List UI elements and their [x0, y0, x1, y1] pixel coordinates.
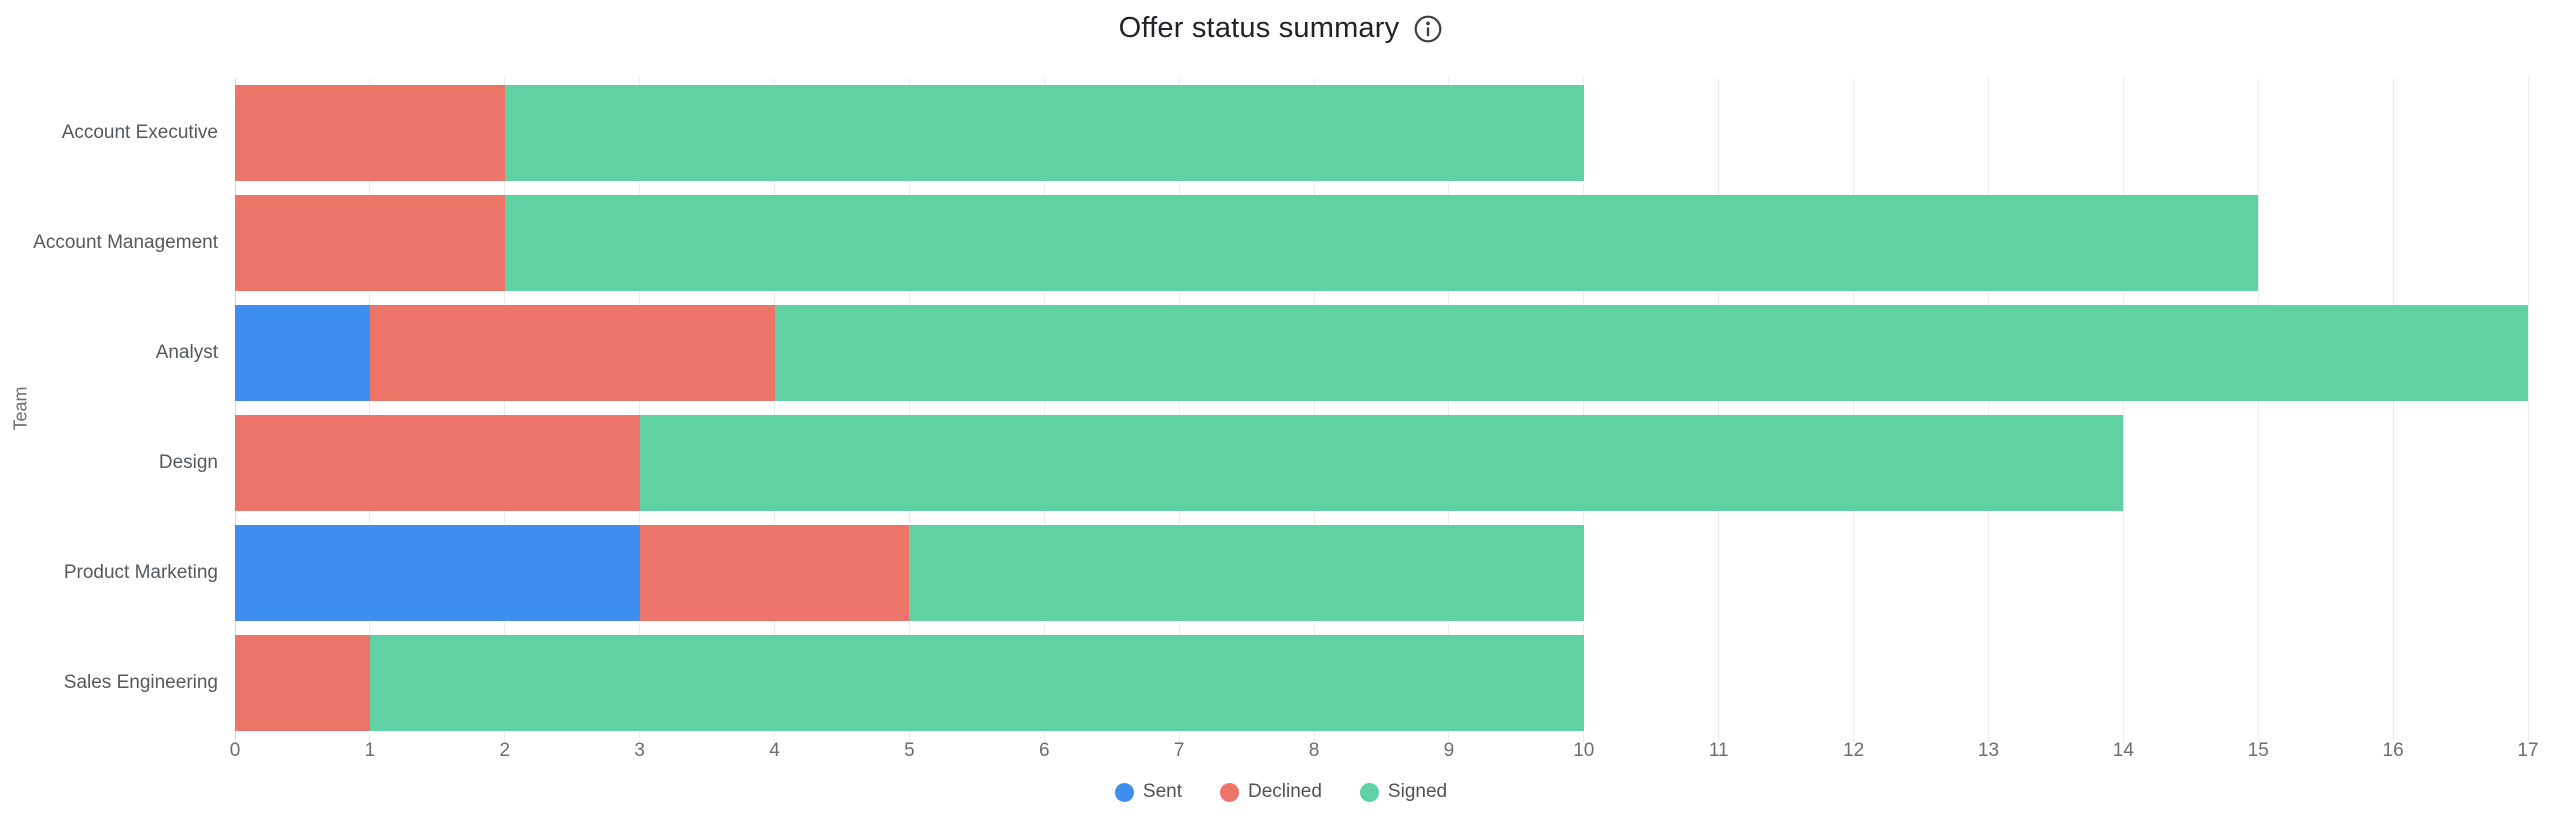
legend-item-signed[interactable]: Signed	[1359, 781, 1448, 803]
x-tick-label: 7	[1173, 740, 1185, 761]
grid-line	[2527, 78, 2529, 742]
category-label: Analyst	[155, 342, 218, 363]
grid-line	[1987, 78, 1989, 742]
bar-row	[235, 305, 2528, 401]
grid-line	[1178, 78, 1180, 742]
grid-line	[908, 78, 910, 742]
grid-line	[1313, 78, 1315, 742]
bar-segment-declined[interactable]	[235, 415, 640, 511]
x-tick-label: 6	[1038, 740, 1050, 761]
grid-line	[369, 78, 371, 742]
bar-row	[235, 525, 2528, 621]
bar-segment-declined[interactable]	[369, 305, 775, 401]
bar-segment-signed[interactable]	[909, 525, 1584, 621]
grid-line	[1718, 78, 1720, 742]
legend-swatch	[1219, 782, 1239, 802]
x-tick-label: 3	[634, 740, 645, 761]
bar-segment-declined[interactable]	[235, 85, 505, 181]
legend-item-sent[interactable]: Sent	[1114, 781, 1182, 803]
x-tick-label: 9	[1443, 740, 1455, 761]
plot-area	[234, 78, 2529, 742]
legend: Sent Declined Signed	[0, 781, 2562, 803]
bar-segment-signed[interactable]	[774, 305, 2528, 401]
x-tick-label: 2	[499, 740, 511, 761]
x-tick-label: 13	[1977, 740, 2000, 761]
bar-segment-signed[interactable]	[639, 415, 2124, 511]
grid-line	[504, 78, 506, 742]
x-tick-label: 4	[769, 740, 780, 761]
x-tick-label: 8	[1308, 740, 1320, 761]
grid-line	[1853, 78, 1855, 742]
chart-header: Offer status summary	[0, 12, 2562, 45]
grid-line	[1583, 78, 1585, 742]
legend-label: Declined	[1247, 781, 1322, 802]
category-label: Product Marketing	[63, 562, 218, 583]
y-axis-labels: Account Executive Account Management Analy…	[8, 0, 218, 836]
grid-line	[1448, 78, 1450, 742]
x-tick-label: 10	[1573, 740, 1595, 761]
grid-line	[774, 78, 776, 742]
x-tick-label: 1	[364, 740, 376, 761]
info-icon[interactable]	[1413, 14, 1443, 44]
legend-label: Signed	[1387, 781, 1448, 802]
bar-segment-sent[interactable]	[235, 525, 640, 621]
category-label: Sales Engineering	[63, 672, 218, 693]
grid-line	[2257, 78, 2259, 742]
bar-segment-sent[interactable]	[235, 305, 370, 401]
grid-line	[639, 78, 641, 742]
x-tick-label: 12	[1843, 740, 1865, 761]
grid-line	[2122, 78, 2124, 742]
category-label: Account Executive	[61, 122, 218, 143]
grid-line	[1043, 78, 1045, 742]
legend-item-declined[interactable]: Declined	[1219, 781, 1322, 803]
bar-row	[235, 635, 2528, 731]
bar-row	[235, 415, 2528, 511]
bar-segment-declined[interactable]	[235, 195, 505, 291]
chart-title: Offer status summary	[1118, 12, 1400, 44]
x-tick-label: 14	[2112, 740, 2134, 761]
x-tick-label: 15	[2247, 740, 2269, 761]
bar-segment-signed[interactable]	[504, 195, 2259, 291]
legend-swatch	[1359, 782, 1379, 802]
x-tick-label: 16	[2382, 740, 2404, 761]
bar-segment-declined[interactable]	[639, 525, 910, 621]
legend-label: Sent	[1142, 781, 1182, 802]
bar-row	[235, 85, 2528, 181]
x-tick-label: 11	[1708, 740, 1729, 761]
category-label: Account Management	[33, 232, 218, 253]
bar-segment-signed[interactable]	[369, 635, 1584, 731]
axis-baseline	[234, 78, 236, 742]
legend-swatch	[1114, 782, 1134, 802]
bar-segment-signed[interactable]	[504, 85, 1584, 181]
x-tick-label: 5	[904, 740, 915, 761]
grid-line	[2392, 78, 2394, 742]
bar-segment-declined[interactable]	[235, 635, 370, 731]
bar-row	[235, 195, 2528, 291]
x-tick-label: 17	[2517, 740, 2539, 761]
category-label: Design	[158, 452, 218, 473]
